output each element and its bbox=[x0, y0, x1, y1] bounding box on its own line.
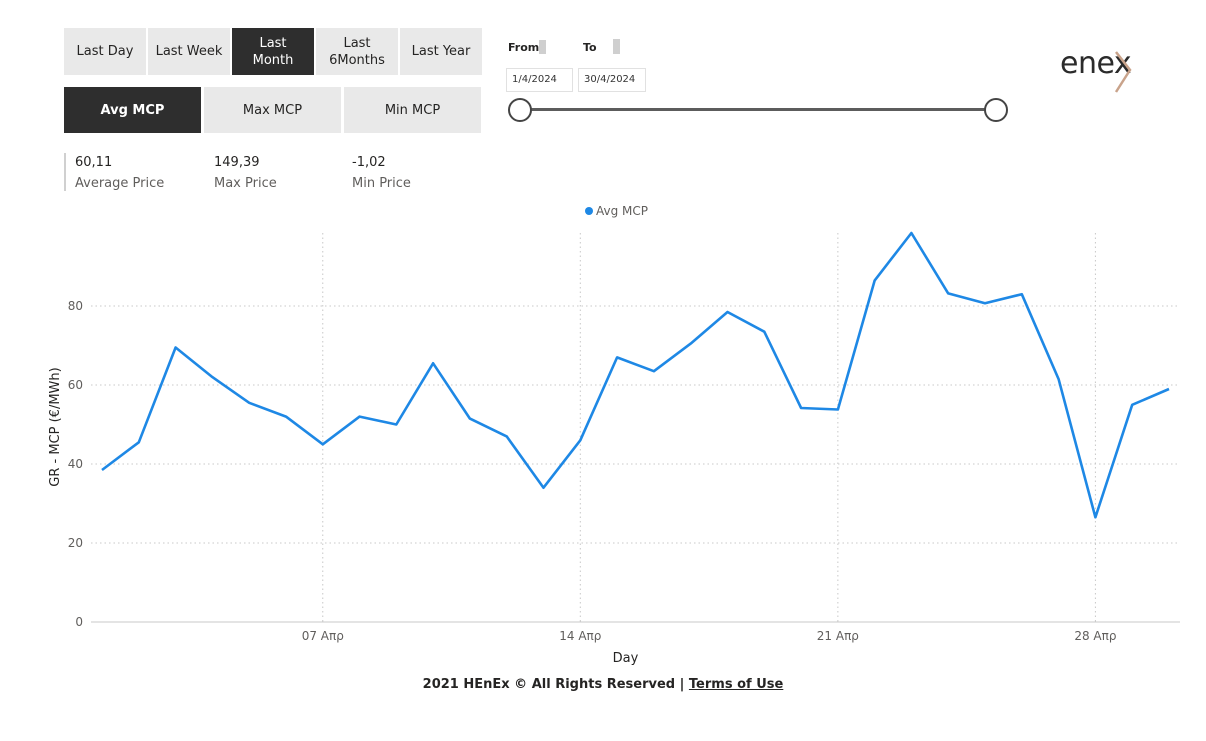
date-slider-track[interactable] bbox=[520, 108, 996, 111]
last-week-button[interactable]: Last Week bbox=[148, 28, 230, 75]
last-6months-button[interactable]: Last 6Months bbox=[316, 28, 398, 75]
date-slider-start-handle[interactable] bbox=[508, 98, 532, 122]
copyright-text: 2021 HEnEx © All Rights Reserved | bbox=[422, 677, 689, 692]
last-month-label: Last Month bbox=[252, 35, 294, 68]
average-price-label: Average Price bbox=[75, 176, 165, 191]
avg-mcp-button[interactable]: Avg MCP bbox=[64, 87, 201, 133]
min-mcp-button[interactable]: Min MCP bbox=[344, 87, 481, 133]
mcp-line-chart: 0 20 40 60 80 07 Απρ 14 Απρ 21 Απρ 28 Απρ Day GR -… bbox=[48, 204, 1180, 666]
y-tick-label: 60 bbox=[68, 378, 83, 392]
from-icon bbox=[539, 40, 546, 54]
max-price-label: Max Price bbox=[214, 176, 277, 191]
y-tick-label: 0 bbox=[75, 615, 83, 629]
to-icon bbox=[613, 39, 620, 54]
last-day-button[interactable]: Last Day bbox=[64, 28, 146, 75]
x-tick-label: 28 Απρ bbox=[1074, 629, 1116, 643]
y-tick-label: 80 bbox=[68, 299, 83, 313]
legend-label: Avg MCP bbox=[596, 204, 648, 218]
max-mcp-button[interactable]: Max MCP bbox=[204, 87, 341, 133]
legend-marker bbox=[585, 207, 593, 215]
last-month-button[interactable]: Last Month bbox=[232, 28, 314, 75]
last-year-button[interactable]: Last Year bbox=[400, 28, 482, 75]
x-axis-title: Day bbox=[613, 651, 639, 666]
kpi-divider bbox=[64, 153, 66, 191]
to-label: To bbox=[583, 41, 597, 54]
enex-logo: enex bbox=[1058, 46, 1148, 96]
x-tick-label: 07 Απρ bbox=[302, 629, 344, 643]
date-slider-end-handle[interactable] bbox=[984, 98, 1008, 122]
min-price-value: -1,02 bbox=[352, 155, 386, 170]
y-tick-label: 40 bbox=[68, 457, 83, 471]
from-date-input[interactable]: 1/4/2024 bbox=[506, 68, 573, 92]
y-tick-label: 20 bbox=[68, 536, 83, 550]
y-axis-title: GR - MCP (€/MWh) bbox=[48, 367, 63, 486]
x-tick-label: 14 Απρ bbox=[559, 629, 601, 643]
last-6months-label: Last 6Months bbox=[329, 35, 385, 68]
series-line bbox=[101, 231, 1170, 519]
to-date-input[interactable]: 30/4/2024 bbox=[578, 68, 646, 92]
enex-logo-text: enex bbox=[1060, 46, 1132, 81]
footer: 2021 HEnEx © All Rights Reserved | Terms… bbox=[0, 677, 1206, 692]
min-price-label: Min Price bbox=[352, 176, 411, 191]
logo-chevron-icon bbox=[1114, 51, 1132, 93]
x-tick-label: 21 Απρ bbox=[817, 629, 859, 643]
from-label: From bbox=[508, 41, 540, 54]
average-price-value: 60,11 bbox=[75, 155, 113, 170]
terms-of-use-link[interactable]: Terms of Use bbox=[688, 677, 784, 692]
max-price-value: 149,39 bbox=[214, 155, 260, 170]
